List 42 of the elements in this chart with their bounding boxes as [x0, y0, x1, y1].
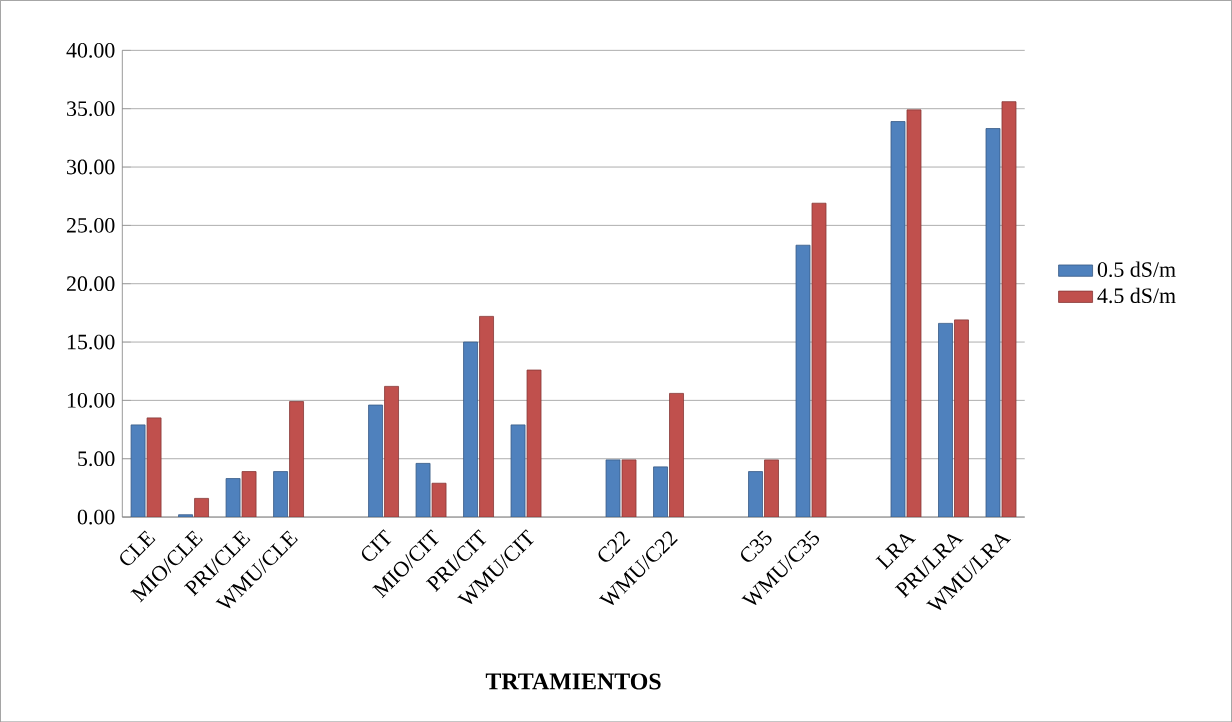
bar — [764, 459, 779, 517]
y-tick-label: 30.00 — [67, 159, 115, 175]
y-tick-label: 15.00 — [67, 334, 115, 350]
bar — [653, 466, 668, 517]
bar — [146, 417, 162, 517]
bar — [384, 385, 399, 517]
y-tick-label: 35.00 — [67, 101, 115, 116]
bar — [605, 459, 621, 517]
bar — [194, 497, 209, 517]
bar — [241, 471, 257, 517]
legend-label: 0.5 dS/m — [1097, 261, 1176, 277]
bar — [130, 424, 146, 517]
bar — [526, 369, 542, 517]
y-tick-label: 0.00 — [77, 509, 115, 525]
bar — [985, 127, 1001, 517]
bar — [1001, 101, 1017, 517]
y-tick-label: 40.00 — [66, 42, 115, 58]
bar — [669, 392, 684, 517]
y-tick-label: 25.00 — [66, 217, 115, 233]
x-axis-title: TRTAMIENTOS — [485, 673, 661, 690]
bar — [748, 471, 763, 517]
bar — [463, 341, 478, 517]
bar — [368, 404, 383, 517]
bar — [795, 244, 811, 517]
bar — [225, 478, 241, 517]
y-tick-label: 5.00 — [78, 451, 115, 467]
bar — [178, 514, 193, 517]
bar — [415, 462, 431, 517]
bar — [954, 319, 969, 517]
bar — [621, 459, 637, 517]
bar — [431, 482, 447, 517]
bar — [811, 202, 827, 517]
bar — [289, 401, 304, 517]
bar — [273, 471, 288, 517]
y-tick-label: 20.00 — [66, 276, 115, 291]
bar — [479, 315, 494, 517]
bar — [890, 120, 906, 517]
bar — [938, 322, 953, 517]
legend-label: 4.5 dS/m — [1097, 287, 1176, 304]
bar — [510, 424, 526, 517]
y-tick-label: 10.00 — [67, 392, 115, 408]
bar — [906, 109, 922, 517]
